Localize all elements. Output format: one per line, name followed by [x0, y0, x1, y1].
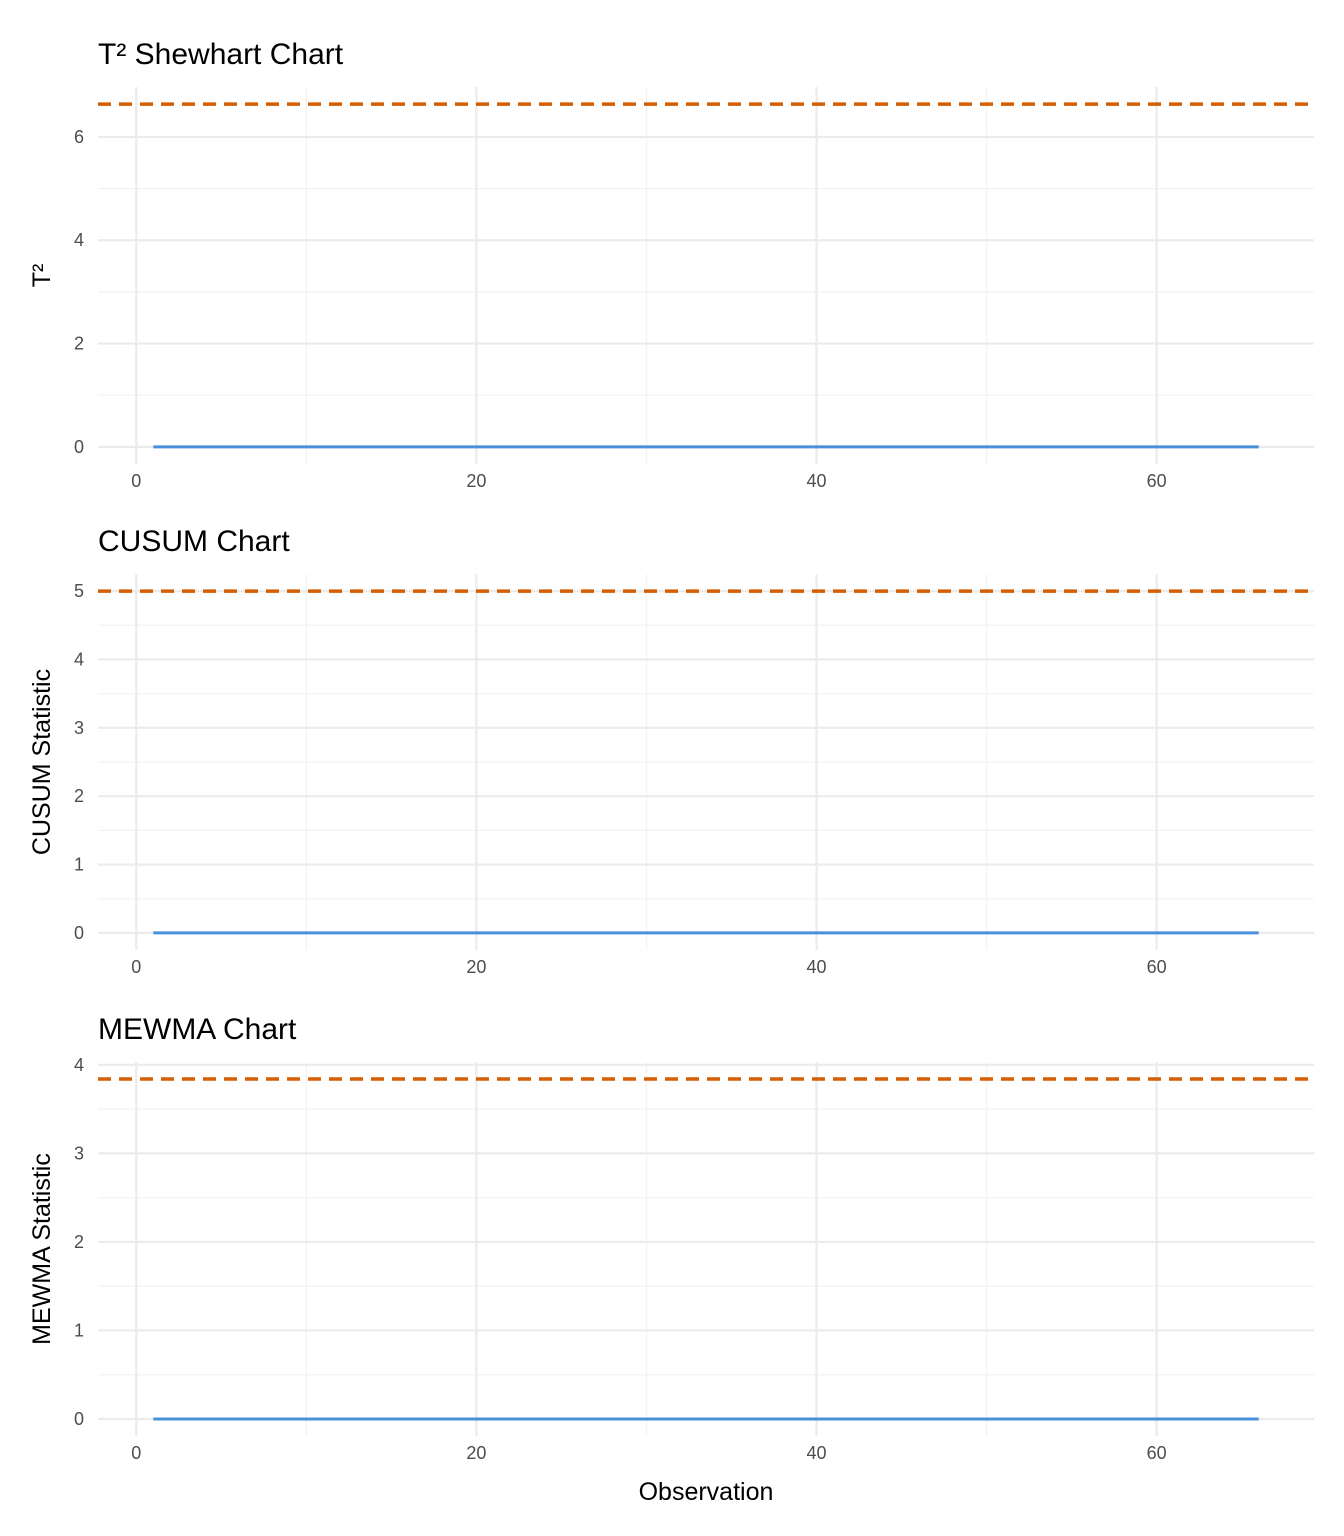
x-tick-label: 40	[807, 957, 827, 977]
x-tick-label: 40	[807, 471, 827, 491]
y-tick-label: 0	[74, 437, 84, 457]
x-tick-label: 60	[1147, 1443, 1167, 1463]
y-tick-label: 0	[74, 923, 84, 943]
y-tick-label: 2	[74, 1232, 84, 1252]
y-tick-label: 2	[74, 786, 84, 806]
x-tick-label: 0	[131, 957, 141, 977]
x-tick-label: 0	[131, 1443, 141, 1463]
y-tick-label: 1	[74, 855, 84, 875]
x-tick-label: 60	[1147, 471, 1167, 491]
y-axis-label: T²	[28, 264, 56, 288]
x-tick-label: 60	[1147, 957, 1167, 977]
y-axis-label: MEWMA Statistic	[28, 1153, 56, 1345]
x-axis-label: Observation	[639, 1478, 774, 1506]
x-tick-label: 20	[466, 1443, 486, 1463]
chart-title: T² Shewhart Chart	[98, 38, 344, 71]
panel-2: 0 20 40 60 0 1 2 3 4 5 CUSUM Chart CUSUM Statistic	[28, 525, 1314, 977]
y-tick-label: 6	[74, 127, 84, 147]
y-tick-label: 5	[74, 581, 84, 601]
x-tick-label: 20	[466, 957, 486, 977]
y-tick-label: 2	[74, 334, 84, 354]
x-tick-label: 40	[807, 1443, 827, 1463]
y-tick-label: 0	[74, 1409, 84, 1429]
x-tick-label: 0	[131, 471, 141, 491]
y-tick-label: 4	[74, 649, 84, 669]
y-tick-label: 3	[74, 718, 84, 738]
panel-3: 0 20 40 60 0 1 2 3 4 MEWMA Chart MEWMA Statistic Ob…	[28, 1013, 1314, 1506]
panel-1: 0 20 40 60 0 2 4 6 T² Shewhart Chart T²	[28, 38, 1314, 491]
chart-title: CUSUM Chart	[98, 525, 290, 558]
y-tick-label: 4	[74, 230, 84, 250]
y-tick-label: 4	[74, 1055, 84, 1075]
x-tick-label: 20	[466, 471, 486, 491]
y-tick-label: 1	[74, 1320, 84, 1340]
chart-title: MEWMA Chart	[98, 1013, 297, 1046]
y-axis-label: CUSUM Statistic	[28, 669, 56, 855]
y-tick-label: 3	[74, 1143, 84, 1163]
